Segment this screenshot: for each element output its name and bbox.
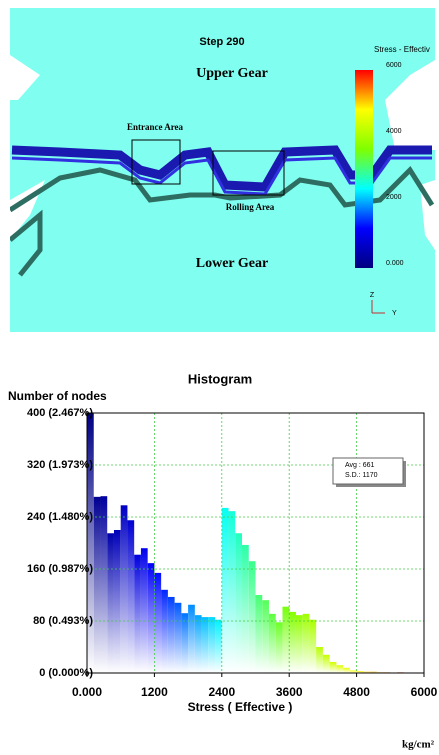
bar	[262, 600, 269, 673]
x-tick-label: 0.000	[72, 685, 102, 699]
axis-name: Z	[370, 292, 375, 299]
bar	[181, 613, 188, 673]
y-tick-label: 160 (0.987%)	[27, 563, 93, 575]
bar	[121, 505, 128, 673]
bar	[100, 496, 107, 673]
bar	[175, 603, 182, 673]
bar	[188, 605, 195, 673]
bar	[256, 595, 263, 673]
region-label: Entrance Area	[127, 122, 184, 132]
y-tick-label: 240 (1.480%)	[27, 511, 93, 523]
gear-label: Lower Gear	[196, 256, 268, 271]
colorbar-scale	[355, 70, 373, 268]
colorbar-tick-label: 6000	[386, 62, 402, 69]
page: Step 290 Upper Gear Lower Gear Entrance …	[0, 0, 439, 755]
bar	[229, 511, 236, 673]
x-axis-label: Stress ( Effective )	[188, 700, 293, 714]
simulation-view: Step 290 Upper Gear Lower Gear Entrance …	[10, 8, 435, 332]
chart-title: Histogram	[188, 371, 252, 386]
bar	[242, 545, 249, 673]
bar	[330, 662, 337, 673]
y-axis-label: Number of nodes	[8, 389, 107, 403]
bar	[215, 620, 222, 673]
x-tick-label: 4800	[343, 685, 370, 699]
bar	[127, 520, 134, 673]
bar	[276, 622, 283, 673]
bar	[336, 665, 343, 673]
y-tick-label: 0 (0.000%)	[39, 667, 93, 679]
bar	[303, 614, 310, 673]
step-label: Step 290	[199, 36, 244, 48]
x-tick-label: 2400	[208, 685, 235, 699]
colorbar-title: Stress - Effectiv	[374, 45, 430, 54]
bar	[94, 497, 101, 673]
bar	[323, 655, 330, 673]
bar	[161, 590, 168, 673]
region-label: Rolling Area	[226, 202, 275, 212]
y-tick-label: 400 (2.467%)	[27, 407, 93, 419]
bar	[154, 573, 161, 673]
colorbar-tick-label: 4000	[386, 128, 402, 135]
bar	[134, 555, 141, 673]
bar	[269, 614, 276, 673]
colorbar-tick-label: 2000	[386, 194, 402, 201]
gear-label: Upper Gear	[196, 66, 268, 81]
bar	[316, 647, 323, 673]
bar	[107, 533, 114, 673]
bar	[222, 508, 229, 673]
unit-label: kg/cm²	[402, 739, 435, 751]
bar	[168, 597, 175, 673]
y-tick-label: 80 (0.493%)	[33, 615, 93, 627]
bar	[309, 620, 316, 673]
bar	[202, 617, 209, 673]
bar	[195, 615, 202, 673]
bar	[208, 617, 215, 673]
bar	[282, 607, 289, 673]
colorbar-tick-label: 0.000	[386, 260, 404, 267]
x-tick-label: 6000	[411, 685, 438, 699]
axis-name: Y	[392, 310, 397, 317]
annotation: Avg : 661	[345, 462, 375, 469]
bar	[343, 668, 350, 673]
bar	[148, 563, 155, 673]
bar	[249, 561, 256, 673]
y-tick-label: 320 (1.973%)	[27, 459, 93, 471]
bar	[296, 615, 303, 673]
bar	[141, 548, 148, 673]
x-tick-label: 1200	[141, 685, 168, 699]
bar	[114, 530, 121, 673]
annotation: S.D.: 1170	[345, 472, 378, 479]
histogram: 0.000 1200 2400 3600 4800 6000 0 (0.000%) 80 (0…	[27, 407, 438, 699]
bar	[235, 533, 242, 673]
bar	[87, 413, 94, 673]
x-tick-label: 3600	[276, 685, 303, 699]
